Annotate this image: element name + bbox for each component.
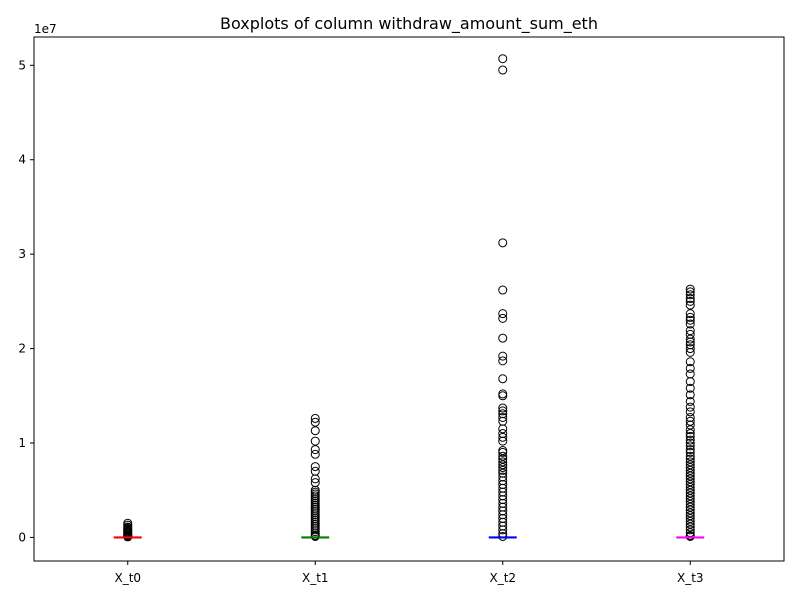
plot-area: 0 1 2 3 4 5 X_t0 X_t1 X_t2 X_t3 (18, 54, 705, 585)
outlier-2-2 (498, 238, 508, 248)
outlier-1-5 (310, 449, 320, 459)
outlier-3-36 (685, 447, 695, 457)
outlier-3-33 (685, 438, 695, 448)
outlier-3-35 (685, 445, 695, 455)
outlier-3-1 (685, 287, 695, 297)
outlier-3-29 (685, 425, 695, 435)
outlier-1-6 (310, 462, 320, 472)
outlier-2-9 (498, 374, 508, 384)
x-tick-label-1: X_t1 (302, 571, 329, 585)
outlier-3-20 (685, 377, 695, 387)
outlier-2-12 (498, 403, 508, 413)
outlier-2-22 (498, 447, 508, 457)
outlier-3-17 (685, 357, 695, 367)
outlier-2-15 (498, 412, 508, 422)
outlier-3-7 (685, 312, 695, 322)
outlier-3-15 (685, 344, 695, 354)
y-tick-label-5: 5 (18, 58, 26, 72)
outlier-3-6 (685, 309, 695, 319)
y-axis-offset-label: 1e7 (34, 22, 57, 36)
outlier-3-3 (685, 294, 695, 304)
axes-frame (33, 36, 785, 562)
outlier-1-2 (310, 426, 320, 436)
outlier-3-21 (685, 383, 695, 393)
outlier-3-63 (685, 525, 695, 535)
outlier-3-4 (685, 296, 695, 306)
outlier-2-4 (498, 309, 508, 319)
outlier-3-18 (685, 363, 695, 373)
y-tick-label-0: 0 (18, 530, 26, 544)
outlier-2-19 (498, 432, 508, 442)
outlier-3-0 (685, 284, 695, 294)
outlier-2-27 (498, 463, 508, 473)
chart-title: Boxplots of column withdraw_amount_sum_e… (220, 14, 598, 34)
y-tick-label-3: 3 (18, 247, 26, 261)
outlier-3-23 (685, 396, 695, 406)
outlier-3-13 (685, 337, 695, 347)
outlier-2-0 (498, 54, 508, 64)
outlier-2-1 (498, 65, 508, 75)
outlier-3-31 (685, 431, 695, 441)
outlier-2-7 (498, 351, 508, 361)
outlier-1-8 (310, 474, 320, 484)
outlier-3-9 (685, 319, 695, 329)
outlier-2-20 (498, 436, 508, 446)
outlier-3-30 (685, 429, 695, 439)
outlier-3-2 (685, 290, 695, 300)
outlier-2-13 (498, 406, 508, 416)
outlier-3-34 (685, 441, 695, 451)
outlier-2-6 (498, 333, 508, 343)
y-tick-label-4: 4 (18, 153, 26, 167)
outlier-2-8 (498, 356, 508, 366)
outlier-3-32 (685, 435, 695, 445)
outlier-3-16 (685, 347, 695, 357)
y-tick-label-2: 2 (18, 342, 26, 356)
x-tick-label-2: X_t2 (489, 571, 516, 585)
outlier-1-4 (310, 445, 320, 455)
outlier-1-0 (310, 413, 320, 423)
outlier-3-8 (685, 315, 695, 325)
outlier-3-25 (685, 407, 695, 417)
outlier-3-24 (685, 402, 695, 412)
outlier-2-3 (498, 285, 508, 295)
y-tick-label-1: 1 (18, 436, 26, 450)
outlier-2-11 (498, 391, 508, 401)
outlier-2-28 (498, 465, 508, 475)
outlier-2-5 (498, 313, 508, 323)
outlier-2-44 (498, 525, 508, 535)
outlier-3-22 (685, 390, 695, 400)
x-tick-label-0: X_t0 (114, 571, 141, 585)
outlier-3-12 (685, 334, 695, 344)
x-tick-label-3: X_t3 (677, 571, 704, 585)
